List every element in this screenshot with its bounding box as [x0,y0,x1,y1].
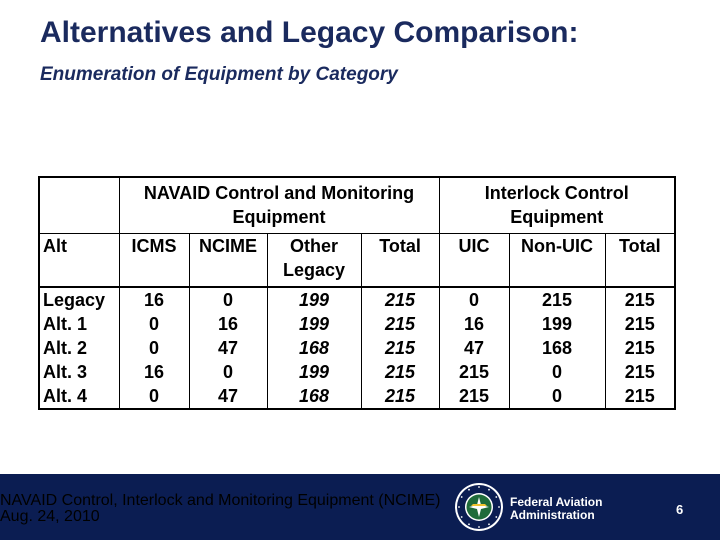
cell-ncime: 0 [188,286,268,312]
table-row: Alt. 2 0 47 168 215 47 168 215 [38,336,676,360]
cell-uic: 0 [438,286,510,312]
column-header-ncime: NCIME [188,233,268,288]
slide-subtitle: Enumeration of Equipment by Category [40,64,398,85]
table-row: Alt. 1 0 16 199 215 16 199 215 [38,312,676,336]
cell-other-legacy: 168 [266,336,362,360]
cell-ncime: 47 [188,384,268,410]
group-header-navaid: NAVAID Control and Monitoring Equipment [118,176,440,234]
cell-alt: Alt. 2 [38,336,120,360]
agency-name: Federal Aviation Administration [510,496,602,522]
column-header-uic: UIC [438,233,510,288]
group-header-interlock: Interlock Control Equipment [438,176,676,234]
table-row: Alt. 4 0 47 168 215 215 0 215 [38,384,676,410]
cell-ncime: 16 [188,312,268,336]
cell-other-legacy: 199 [266,286,362,312]
cell-non-uic: 0 [508,360,606,384]
cell-non-uic: 215 [508,286,606,312]
cell-alt: Alt. 4 [38,384,120,410]
cell-icms: 0 [118,384,190,410]
cell-ncime: 47 [188,336,268,360]
cell-navaid-total: 215 [360,286,440,312]
cell-icms: 0 [118,312,190,336]
column-header-non-uic: Non-UIC [508,233,606,288]
cell-other-legacy: 168 [266,384,362,410]
column-header-interlock-total: Total [604,233,676,288]
cell-navaid-total: 215 [360,384,440,410]
footer-bar [0,474,720,540]
cell-uic: 16 [438,312,510,336]
cell-non-uic: 199 [508,312,606,336]
table-row: Alt. 3 16 0 199 215 215 0 215 [38,360,676,384]
cell-interlock-total: 215 [604,336,676,360]
column-header-other-legacy: Other Legacy [266,233,362,288]
cell-interlock-total: 215 [604,286,676,312]
table-corner-cell [38,176,120,234]
faa-seal-logo [455,483,503,531]
slide-title: Alternatives and Legacy Comparison: [40,16,579,49]
cell-other-legacy: 199 [266,360,362,384]
cell-icms: 16 [118,286,190,312]
cell-interlock-total: 215 [604,384,676,410]
cell-interlock-total: 215 [604,312,676,336]
cell-interlock-total: 215 [604,360,676,384]
cell-alt: Alt. 1 [38,312,120,336]
cell-navaid-total: 215 [360,360,440,384]
agency-name-line2: Administration [510,508,595,522]
cell-navaid-total: 215 [360,312,440,336]
cell-alt: Alt. 3 [38,360,120,384]
agency-name-line1: Federal Aviation [510,495,603,509]
cell-uic: 47 [438,336,510,360]
cell-uic: 215 [438,360,510,384]
column-header-icms: ICMS [118,233,190,288]
footer-source: NAVAID Control, Interlock and Monitoring… [0,492,441,509]
table-row: Legacy 16 0 199 215 0 215 215 [38,286,676,312]
cell-navaid-total: 215 [360,336,440,360]
footer-date: Aug. 24, 2010 [0,508,100,525]
column-header-alt: Alt [38,233,120,288]
cell-non-uic: 0 [508,384,606,410]
cell-ncime: 0 [188,360,268,384]
cell-uic: 215 [438,384,510,410]
cell-icms: 16 [118,360,190,384]
cell-other-legacy: 199 [266,312,362,336]
cell-non-uic: 168 [508,336,606,360]
equipment-table: NAVAID Control and Monitoring Equipment … [38,176,677,410]
cell-icms: 0 [118,336,190,360]
cell-alt: Legacy [38,286,120,312]
page-number: 6 [676,502,684,517]
column-header-navaid-total: Total [360,233,440,288]
